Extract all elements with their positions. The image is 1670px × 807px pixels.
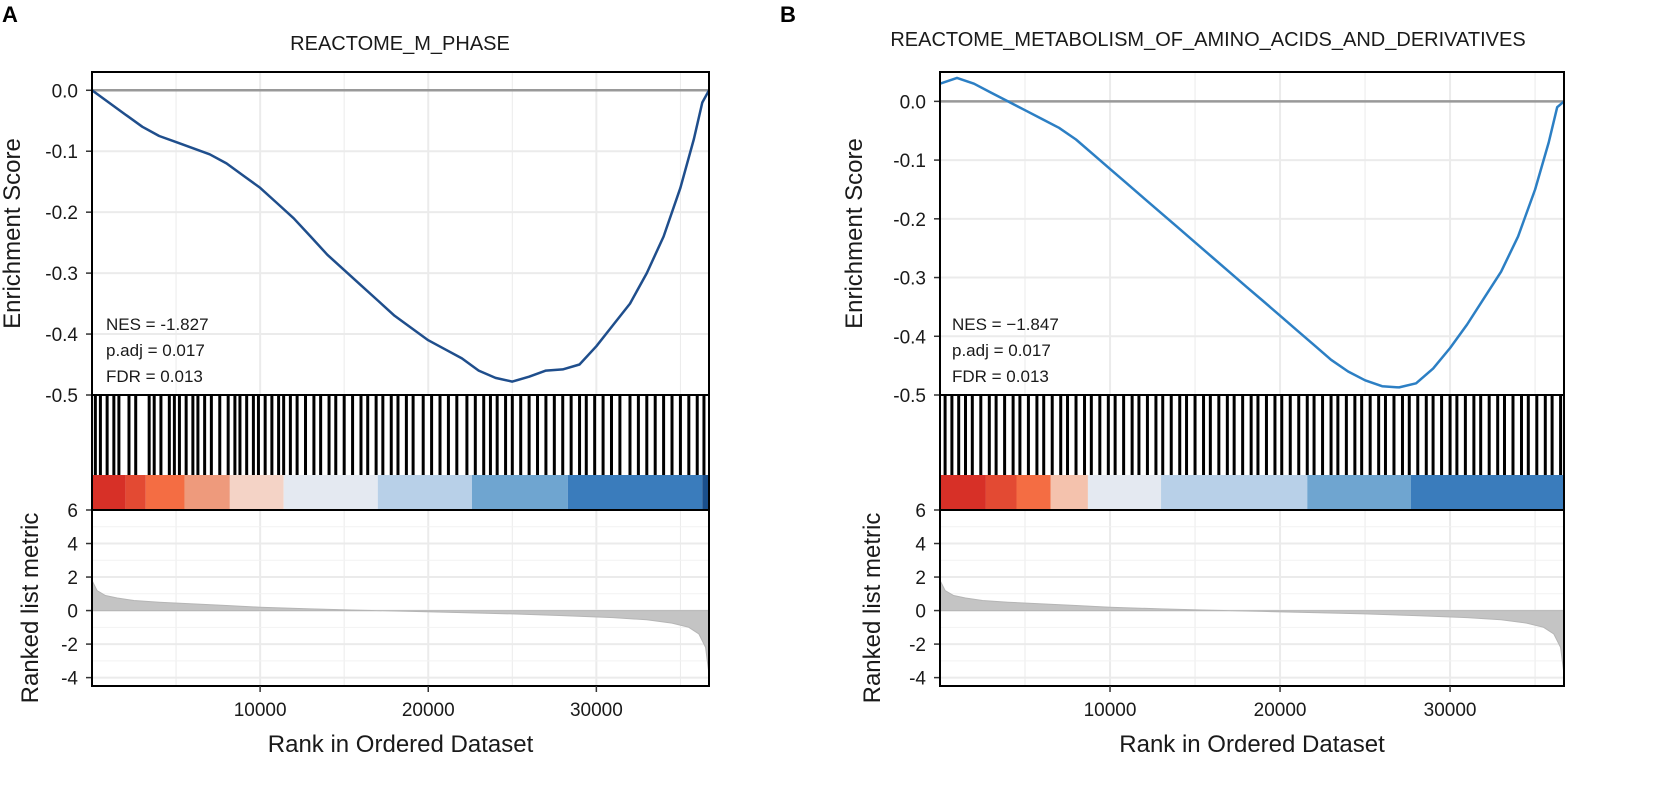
nes-stat: NES = −1.847 xyxy=(952,315,1059,334)
chart-title: REACTOME_METABOLISM_OF_AMINO_ACIDS_AND_D… xyxy=(890,29,1525,51)
metric-y-axis-title: Ranked list metric xyxy=(859,513,886,704)
rank-color-segment xyxy=(184,475,230,510)
ranked-metric-area xyxy=(91,580,710,675)
panel-letter-a: A xyxy=(2,2,18,27)
es-y-tick-label: -0.4 xyxy=(893,327,926,348)
ranked-metric-area xyxy=(939,580,1565,675)
metric-y-tick-label: 6 xyxy=(915,501,926,522)
metric-y-axis-title: Ranked list metric xyxy=(17,513,44,704)
nes-stat: NES = -1.827 xyxy=(106,315,209,334)
rank-color-segment xyxy=(1410,475,1564,510)
rank-color-segment xyxy=(1016,475,1051,510)
metric-y-tick-label: 2 xyxy=(915,568,926,589)
x-tick-label: 20000 xyxy=(1254,700,1307,721)
rank-color-segment xyxy=(1087,475,1162,510)
rank-color-segment xyxy=(229,475,284,510)
rank-color-segment xyxy=(125,475,146,510)
metric-y-tick-label: -2 xyxy=(909,635,926,656)
metric-plot-border xyxy=(91,509,710,687)
es-y-tick-label: -0.4 xyxy=(45,325,78,346)
rank-color-segment xyxy=(145,475,185,510)
metric-y-tick-label: -4 xyxy=(61,669,78,690)
rank-color-segment xyxy=(702,475,709,510)
rank-color-segment xyxy=(940,475,986,510)
metric-y-tick-label: 0 xyxy=(67,602,78,623)
rank-color-segment xyxy=(92,475,126,510)
fdr-stat: FDR = 0.013 xyxy=(952,367,1049,386)
es-y-tick-label: -0.1 xyxy=(893,151,926,172)
rank-color-segment xyxy=(1161,475,1308,510)
rank-color-segment xyxy=(471,475,568,510)
x-tick-label: 30000 xyxy=(1424,700,1477,721)
es-y-tick-label: -0.3 xyxy=(893,269,926,290)
es-y-tick-label: -0.2 xyxy=(45,203,78,224)
chart-title: REACTOME_M_PHASE xyxy=(290,33,510,55)
x-axis-title: Rank in Ordered Dataset xyxy=(1119,731,1385,758)
hit-panel-background xyxy=(92,395,709,475)
rank-color-segment xyxy=(377,475,472,510)
rank-color-segment xyxy=(985,475,1017,510)
fdr-stat: FDR = 0.013 xyxy=(106,367,203,386)
es-y-tick-label: 0.0 xyxy=(52,81,78,102)
rank-color-segment xyxy=(283,475,378,510)
metric-y-tick-label: 4 xyxy=(915,535,926,556)
rank-color-segment xyxy=(567,475,703,510)
metric-y-tick-label: 6 xyxy=(67,501,78,522)
es-plot-background xyxy=(92,72,709,395)
es-y-axis-title: Enrichment Score xyxy=(0,138,26,329)
metric-y-tick-label: -4 xyxy=(909,669,926,690)
es-y-tick-label: -0.2 xyxy=(893,210,926,231)
es-y-tick-label: -0.5 xyxy=(893,386,926,407)
es-y-tick-label: -0.5 xyxy=(45,386,78,407)
metric-plot-background xyxy=(940,510,1564,686)
x-tick-label: 10000 xyxy=(1084,700,1137,721)
x-tick-label: 10000 xyxy=(234,700,287,721)
es-y-tick-label: -0.1 xyxy=(45,142,78,163)
x-axis-title: Rank in Ordered Dataset xyxy=(268,731,534,758)
metric-y-tick-label: -2 xyxy=(61,635,78,656)
x-tick-label: 20000 xyxy=(402,700,455,721)
rank-color-segment xyxy=(1050,475,1088,510)
es-y-tick-label: -0.3 xyxy=(45,264,78,285)
es-plot-background xyxy=(940,72,1564,395)
metric-plot-background xyxy=(92,510,709,686)
padj-stat: p.adj = 0.017 xyxy=(106,341,205,360)
metric-y-tick-label: 2 xyxy=(67,568,78,589)
x-tick-label: 30000 xyxy=(570,700,623,721)
rank-color-segment xyxy=(1307,475,1411,510)
metric-y-tick-label: 4 xyxy=(67,535,78,556)
panel-letter-b: B xyxy=(780,2,796,27)
es-y-axis-title: Enrichment Score xyxy=(841,138,868,329)
padj-stat: p.adj = 0.017 xyxy=(952,341,1051,360)
metric-y-tick-label: 0 xyxy=(915,602,926,623)
metric-plot-border xyxy=(939,509,1565,687)
es-curve-line xyxy=(939,76,1565,389)
es-curve-line xyxy=(91,89,711,383)
es-y-tick-label: 0.0 xyxy=(900,92,926,113)
